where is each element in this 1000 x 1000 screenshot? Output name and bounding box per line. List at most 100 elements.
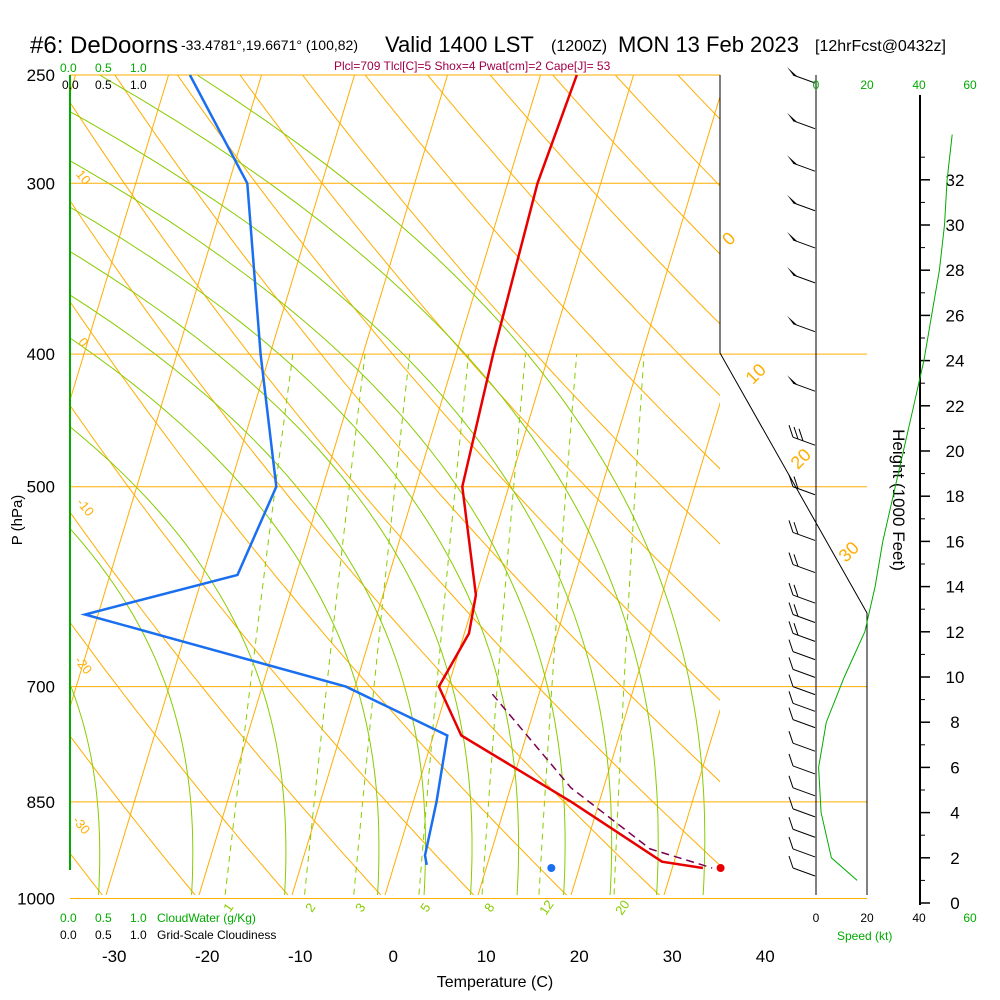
moist-adiabat--30	[70, 682, 101, 895]
cloudwater-scale-label: CloudWater (g/Kg)	[157, 911, 256, 925]
barb-staff-920	[792, 848, 816, 858]
height-tick-14: 14	[946, 578, 965, 597]
mixing-ratio-8	[481, 354, 526, 895]
barb-feather-640-0	[788, 621, 794, 634]
height-tick-22: 22	[946, 397, 965, 416]
top-cloudiness-05: 0.5	[95, 78, 112, 92]
temp-tick--30: -30	[102, 947, 127, 966]
dry-adiabat-lines	[70, 26, 1000, 928]
dry-adiabat--20	[70, 735, 196, 895]
temp-tick-20: 20	[570, 947, 589, 966]
height-tick-30: 30	[946, 216, 965, 235]
dry-adiabat-150	[693, 26, 1000, 928]
mix-label-8: 8	[481, 900, 497, 915]
barb-staff-460	[792, 436, 816, 446]
barb-feather-620-0	[788, 602, 794, 615]
speed-top-tick-60: 60	[963, 78, 977, 92]
barb-feather-540-0	[788, 520, 794, 533]
dry-adiabat-100	[426, 75, 720, 397]
dry-label-30: 30	[835, 538, 863, 566]
barb-feather-800-0	[788, 753, 794, 767]
mixing-ratio-5	[418, 354, 469, 895]
bottom-cloudiness-0: 0.0	[60, 928, 77, 942]
top-cloudiness-0: 0.0	[62, 78, 79, 92]
valid-time: Valid 1400 LST	[385, 32, 534, 57]
mix-label-5: 5	[417, 900, 433, 915]
wind-barbs	[787, 67, 816, 877]
height-axis-label: Height (1000 Feet)	[889, 429, 908, 571]
mixing-ratio-2	[304, 354, 366, 895]
barb-feather-460-0	[788, 425, 794, 438]
barb-feather-680-0	[788, 657, 794, 670]
temp-tick--20: -20	[195, 947, 220, 966]
moist-label--10: -10	[74, 495, 98, 519]
moist-adiabat-5	[70, 294, 426, 895]
moist-adiabat-lines	[70, 75, 706, 895]
mixing-ratio-1	[224, 354, 294, 895]
moist-adiabat-30	[98, 75, 659, 895]
station-title: #6: DeDoorns	[30, 32, 178, 59]
dewpoint-profile	[80, 74, 449, 866]
height-tick-0: 0	[950, 894, 959, 913]
barb-staff-660	[792, 651, 816, 661]
dry-adiabat--10	[70, 621, 289, 895]
barb-feather-720-0	[788, 691, 794, 704]
barb-feather-540-1	[793, 522, 799, 535]
speed-top-tick-0: 0	[813, 78, 820, 92]
barb-staff-680	[792, 668, 816, 678]
barb-staff-570	[792, 564, 816, 574]
barb-feather-460-2	[798, 428, 804, 441]
moist-adiabat--10	[70, 426, 287, 895]
temperature-profile	[437, 74, 704, 870]
height-tick-12: 12	[946, 623, 965, 642]
top-cloudwater-0: 0.0	[60, 61, 77, 75]
barb-staff-700	[792, 686, 816, 696]
dry-adiabat-60	[176, 75, 720, 701]
temp-tick-30: 30	[663, 947, 682, 966]
barb-feather-570-0	[788, 552, 794, 565]
isotherm-50	[849, 75, 1000, 898]
isotherm--50	[70, 75, 170, 402]
barb-staff-740	[792, 719, 816, 729]
valid-date: MON 13 Feb 2023	[618, 32, 799, 57]
surface-dewpoint-marker	[547, 864, 556, 872]
barb-staff-500	[792, 486, 816, 496]
barb-flag-270	[787, 112, 798, 123]
temp-tick-40: 40	[756, 947, 775, 966]
height-tick-18: 18	[946, 487, 965, 506]
dry-adiabat-130	[614, 75, 720, 187]
mix-label-3: 3	[352, 900, 368, 915]
y-axis-label: P (hPa)	[9, 495, 26, 546]
mixing-ratio-3	[353, 354, 411, 895]
mix-label-2: 2	[302, 900, 318, 915]
bottom-cloudiness-1: 1.0	[130, 928, 147, 942]
bottom-cloudiness-05: 0.5	[95, 928, 112, 942]
barb-staff-830	[792, 787, 816, 797]
dry-adiabat-0	[70, 511, 382, 895]
height-tick-2: 2	[950, 849, 959, 868]
barb-flag-380	[787, 315, 798, 326]
temp-tick--10: -10	[288, 947, 313, 966]
barb-flag-250	[787, 67, 798, 77]
pressure-tick-300: 300	[27, 174, 55, 193]
dry-adiabat-70	[239, 75, 720, 622]
height-tick-28: 28	[946, 261, 965, 280]
barb-feather-700-0	[788, 674, 794, 687]
stability-indices: Plcl=709 Tlcl[C]=5 Shox=4 Pwat[cm]=2 Cap…	[334, 59, 611, 73]
barb-feather-570-1	[793, 554, 799, 567]
forecast-info: [12hrFcst@0432z]	[815, 38, 946, 55]
barb-staff-600	[792, 594, 816, 604]
barb-feather-500-1	[793, 476, 799, 489]
bottom-cloudwater-05: 0.5	[95, 911, 112, 925]
utc-time: (1200Z)	[551, 38, 607, 55]
barb-staff-770	[792, 742, 816, 752]
barb-flag-290	[787, 155, 798, 166]
speed-bottom-tick-0: 0	[813, 911, 820, 925]
moist-label-10: 10	[73, 167, 94, 188]
barb-feather-660-0	[788, 639, 794, 652]
barb-feather-920-0	[788, 836, 794, 850]
station-coords: -33.4781°,19.6671° (100,82)	[181, 37, 358, 53]
speed-bottom-tick-40: 40	[912, 911, 926, 925]
dry-label-0: 0	[718, 228, 739, 249]
